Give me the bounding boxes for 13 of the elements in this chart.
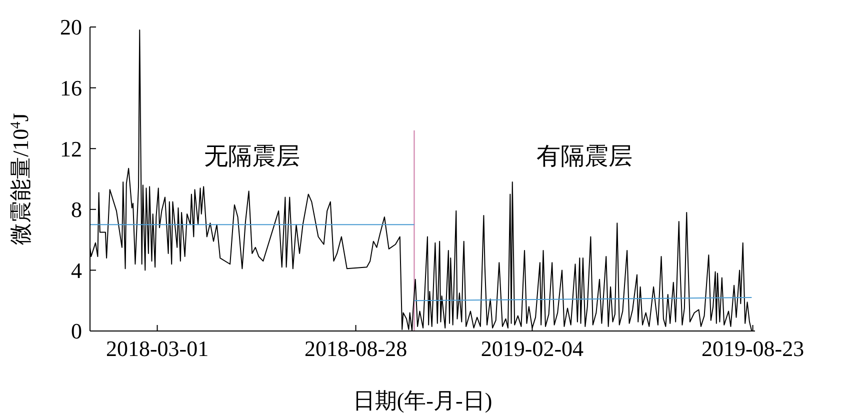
y-tick-label: 16: [60, 76, 82, 100]
y-tick-label: 8: [71, 197, 82, 222]
x-tick-label: 2019-08-23: [701, 336, 804, 361]
x-tick-label: 2018-03-01: [106, 336, 209, 361]
annotation: 无隔震层: [204, 144, 300, 170]
y-tick-label: 20: [60, 14, 82, 40]
y-tick-label: 4: [71, 258, 82, 283]
x-tick-label: 2019-02-04: [480, 336, 584, 361]
y-tick-label: 12: [60, 136, 82, 162]
annotation: 有隔震层: [536, 144, 633, 170]
x-axis-title: 日期(年-月-日): [352, 388, 492, 413]
y-tick-label: 0: [71, 318, 82, 344]
x-tick-label: 2018-08-28: [304, 336, 408, 361]
